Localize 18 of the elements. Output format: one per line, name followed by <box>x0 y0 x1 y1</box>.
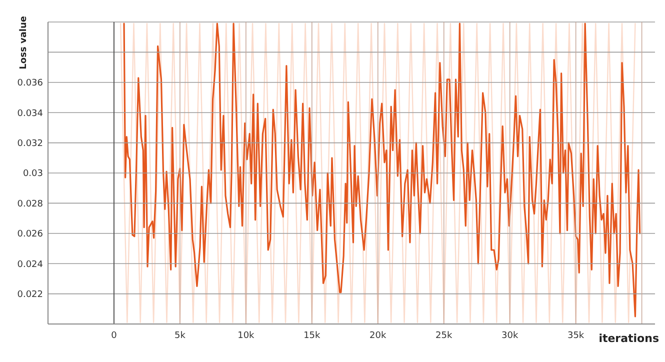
y-tick-label: 0.022 <box>17 290 43 300</box>
x-tick-label: 35k <box>567 331 585 341</box>
x-tick-label: 25k <box>436 331 453 341</box>
y-tick-label: 0.034 <box>17 108 44 119</box>
y-tick-label: 0.026 <box>17 230 44 240</box>
y-axis-title: Loss value <box>19 16 29 70</box>
x-tick-label: 15k <box>304 331 322 341</box>
x-tick-label: 20k <box>370 331 388 341</box>
y-tick-label: 0.03 <box>22 169 43 180</box>
y-tick-label: 0.032 <box>17 138 43 149</box>
x-tick-label: 5k <box>174 331 186 341</box>
x-tick-label: 0 <box>111 331 118 341</box>
y-tick-label: 0.028 <box>17 199 44 210</box>
x-tick-label: 30k <box>502 331 519 341</box>
y-tick-label: 0.036 <box>17 78 44 89</box>
x-axis-title: iterations <box>598 332 660 345</box>
y-tick-label: 0.024 <box>17 260 44 270</box>
x-tick-label: 10k <box>238 331 256 341</box>
